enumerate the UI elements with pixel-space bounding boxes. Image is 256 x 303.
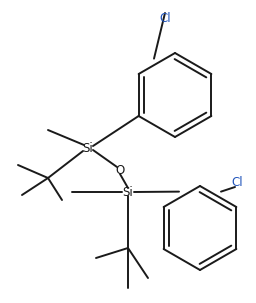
Text: Cl: Cl bbox=[231, 175, 243, 188]
Text: Si: Si bbox=[83, 142, 93, 155]
Text: Cl: Cl bbox=[159, 12, 171, 25]
Text: Si: Si bbox=[123, 185, 133, 198]
Text: O: O bbox=[115, 164, 125, 177]
